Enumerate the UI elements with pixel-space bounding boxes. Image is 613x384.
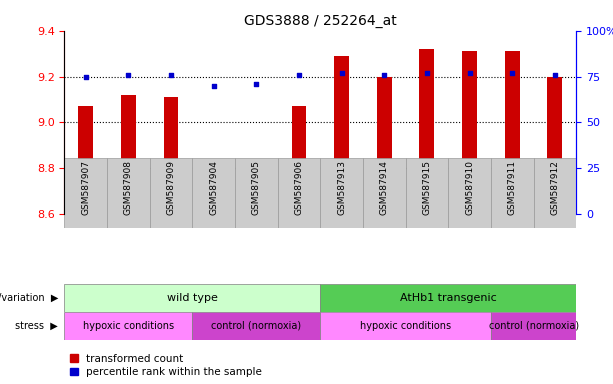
Text: GSM587913: GSM587913 xyxy=(337,160,346,215)
Bar xyxy=(192,158,235,228)
Bar xyxy=(164,97,178,214)
Point xyxy=(508,70,517,76)
Bar xyxy=(107,158,150,228)
Bar xyxy=(64,284,320,312)
Bar xyxy=(150,158,192,228)
Bar xyxy=(206,177,221,214)
Point xyxy=(337,70,346,76)
Bar xyxy=(491,312,576,340)
Bar xyxy=(462,51,477,214)
Text: GSM587914: GSM587914 xyxy=(380,160,389,215)
Text: GSM587906: GSM587906 xyxy=(294,160,303,215)
Bar xyxy=(64,312,192,340)
Bar xyxy=(64,158,107,228)
Bar xyxy=(78,106,93,214)
Bar xyxy=(448,158,491,228)
Text: GSM587911: GSM587911 xyxy=(508,160,517,215)
Point xyxy=(550,72,560,78)
Text: GSM587904: GSM587904 xyxy=(209,160,218,215)
Title: GDS3888 / 252264_at: GDS3888 / 252264_at xyxy=(244,14,397,28)
Bar xyxy=(491,158,533,228)
Bar xyxy=(406,158,448,228)
Bar xyxy=(320,284,576,312)
Legend: transformed count, percentile rank within the sample: transformed count, percentile rank withi… xyxy=(69,354,262,377)
Point xyxy=(209,83,219,89)
Point xyxy=(123,72,133,78)
Bar xyxy=(320,312,491,340)
Text: AtHb1 transgenic: AtHb1 transgenic xyxy=(400,293,497,303)
Point xyxy=(422,70,432,76)
Point xyxy=(166,72,176,78)
Text: stress  ▶: stress ▶ xyxy=(15,321,58,331)
Bar xyxy=(363,158,406,228)
Bar xyxy=(292,106,306,214)
Bar xyxy=(504,51,520,214)
Bar xyxy=(121,95,136,214)
Point xyxy=(294,72,304,78)
Point xyxy=(251,81,261,87)
Text: GSM587912: GSM587912 xyxy=(550,160,560,215)
Text: GSM587905: GSM587905 xyxy=(252,160,261,215)
Text: GSM587908: GSM587908 xyxy=(124,160,133,215)
Bar xyxy=(192,312,320,340)
Bar xyxy=(278,158,320,228)
Point xyxy=(465,70,474,76)
Text: GSM587915: GSM587915 xyxy=(422,160,432,215)
Text: GSM587910: GSM587910 xyxy=(465,160,474,215)
Bar xyxy=(547,76,562,214)
Bar xyxy=(533,158,576,228)
Bar xyxy=(320,158,363,228)
Bar xyxy=(419,49,435,214)
Point xyxy=(379,72,389,78)
Bar xyxy=(334,56,349,214)
Text: GSM587909: GSM587909 xyxy=(167,160,175,215)
Text: GSM587907: GSM587907 xyxy=(81,160,90,215)
Text: hypoxic conditions: hypoxic conditions xyxy=(83,321,174,331)
Text: control (normoxia): control (normoxia) xyxy=(211,321,302,331)
Text: control (normoxia): control (normoxia) xyxy=(489,321,579,331)
Text: genotype/variation  ▶: genotype/variation ▶ xyxy=(0,293,58,303)
Text: hypoxic conditions: hypoxic conditions xyxy=(360,321,451,331)
Bar xyxy=(235,158,278,228)
Text: wild type: wild type xyxy=(167,293,218,303)
Bar xyxy=(249,168,264,214)
Bar xyxy=(377,76,392,214)
Point xyxy=(81,73,91,79)
